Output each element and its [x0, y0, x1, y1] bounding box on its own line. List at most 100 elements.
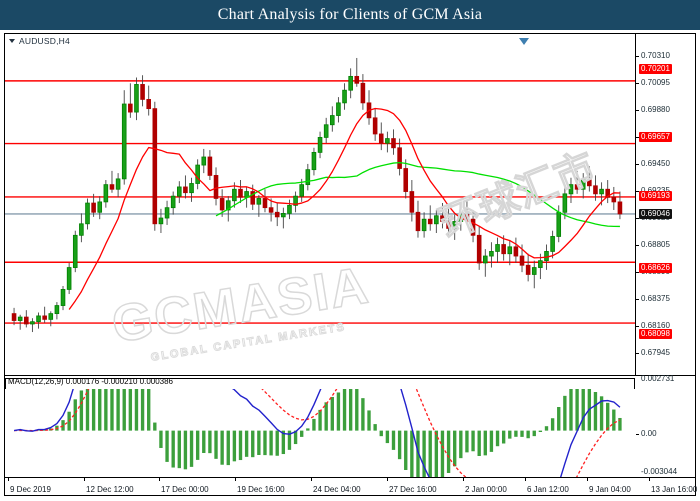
price-level-label[interactable]: 0.69657	[639, 132, 672, 142]
candle-body	[599, 188, 604, 195]
symbol-bar[interactable]: AUDUSD,H4	[5, 34, 695, 48]
macd-axis-max: 0.002731	[641, 374, 675, 383]
tick-mark	[636, 299, 639, 300]
candle-body	[360, 82, 366, 104]
tick-mark	[636, 137, 639, 138]
tick-value: 0.00	[641, 429, 657, 438]
page-title: Chart Analysis for Clients of GCM Asia	[217, 6, 483, 23]
price-plot	[5, 57, 635, 333]
moving-average-slow-line	[215, 161, 620, 228]
candle-body	[538, 260, 543, 268]
tick-value: 0.69450	[641, 159, 670, 168]
price-level-label[interactable]: 0.68626	[639, 263, 672, 273]
candle-body	[213, 175, 219, 199]
candle-body	[189, 183, 194, 194]
candle-body	[403, 168, 409, 192]
candle-body	[507, 246, 513, 255]
candle-body	[329, 115, 335, 126]
time-tick-label: 17 Dec 00:00	[161, 485, 209, 494]
time-tick-label: 2 Jan 00:00	[465, 485, 507, 494]
time-tick-label: 12 Dec 12:00	[86, 485, 134, 494]
tick-mark	[636, 164, 639, 165]
candle-body	[574, 184, 580, 190]
candle-body	[391, 138, 396, 149]
candle-body	[262, 198, 268, 209]
candle-body	[427, 218, 433, 225]
time-tick-label: 13 Jan 16:00	[651, 485, 698, 494]
price-level-label[interactable]: 0.69193	[639, 191, 672, 201]
pane-separator	[5, 375, 695, 376]
candle-body	[170, 195, 176, 209]
candle-body	[562, 193, 568, 213]
candle-body	[342, 89, 347, 104]
tick-value: 0.68375	[641, 294, 670, 303]
candle-body	[617, 201, 623, 215]
tick-value: 0.68160	[641, 321, 670, 330]
tick-value: 0.70095	[641, 78, 670, 87]
candle-body	[219, 198, 225, 211]
candle-body	[519, 255, 525, 266]
tick-value: 0.69880	[641, 105, 670, 114]
candle-body	[146, 99, 151, 110]
candle-body	[378, 133, 384, 144]
candle-body	[281, 213, 286, 218]
candle-body	[11, 313, 17, 321]
candle-body	[434, 215, 439, 225]
candle-body	[299, 184, 304, 197]
candle-body	[605, 188, 610, 198]
candle-body	[207, 156, 213, 176]
candle-body	[225, 200, 231, 211]
candle-body	[85, 202, 90, 225]
candle-body	[66, 267, 72, 290]
tick-mark	[636, 245, 639, 246]
candle-body	[501, 244, 506, 255]
candle-body	[30, 321, 35, 325]
time-tick-label: 24 Dec 04:00	[313, 485, 361, 494]
candle-body	[513, 246, 519, 257]
candle-body	[238, 188, 243, 198]
candle-body	[103, 184, 109, 203]
price-level-label[interactable]: 0.68098	[639, 329, 672, 339]
macd-plot	[13, 389, 622, 477]
candle-body	[60, 289, 66, 306]
time-tick-mark	[8, 478, 9, 481]
bid-price-label[interactable]: 0.69046	[639, 209, 672, 219]
candle-body	[274, 211, 280, 218]
candle-body	[489, 251, 494, 257]
candle-body	[421, 218, 427, 232]
candle-body	[593, 185, 598, 195]
time-tick-mark	[587, 478, 588, 481]
candle-body	[415, 211, 421, 232]
tick-mark	[636, 218, 639, 219]
candle-body	[397, 147, 402, 169]
time-tick-mark	[649, 478, 650, 481]
candle-body	[580, 179, 586, 190]
candle-body	[531, 267, 537, 275]
time-tick-mark	[235, 478, 236, 481]
candle-body	[158, 217, 164, 225]
chevron-down-icon[interactable]	[9, 39, 15, 43]
candle-body	[525, 264, 531, 275]
macd-pane[interactable]	[5, 389, 635, 477]
candle-body	[232, 188, 237, 202]
candle-body	[305, 169, 311, 186]
candle-body	[72, 234, 78, 268]
candle-body	[36, 315, 41, 323]
tick-value: 0.68805	[641, 240, 670, 249]
time-tick-mark	[311, 478, 312, 481]
time-tick-mark	[463, 478, 464, 481]
candle-body	[446, 221, 451, 229]
candle-body	[336, 102, 341, 116]
candle-body	[23, 316, 29, 325]
candle-body	[464, 214, 470, 220]
price-pane[interactable]	[5, 47, 635, 372]
candle-body	[287, 204, 292, 214]
candle-body	[476, 234, 482, 264]
candle-body	[201, 156, 207, 166]
candle-body	[256, 198, 262, 205]
time-tick-label: 19 Dec 16:00	[237, 485, 285, 494]
candle-body	[470, 218, 476, 236]
candle-body	[587, 179, 592, 187]
time-tick-mark	[84, 478, 85, 481]
price-level-label[interactable]: 0.70201	[639, 64, 672, 74]
